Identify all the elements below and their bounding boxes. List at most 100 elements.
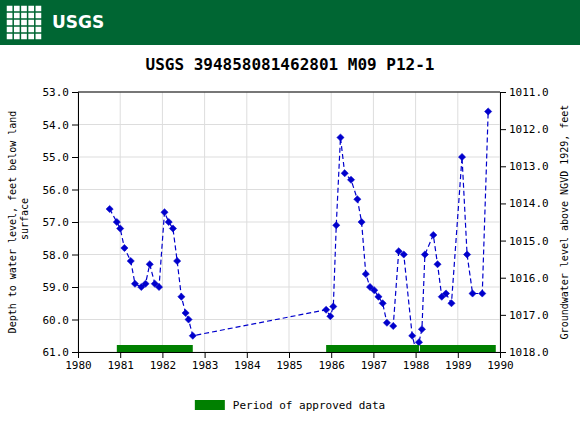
marker [106, 205, 113, 212]
marker [485, 108, 492, 115]
marker [358, 218, 365, 225]
logo-stripe [41, 5, 43, 40]
tick-label: 1990 [487, 359, 514, 372]
marker [185, 316, 192, 323]
logo-stripe [6, 25, 42, 27]
tick: 1014.0 [500, 197, 549, 210]
y2-axis-title: Groundwater level above NGVD 1929, feet [559, 105, 570, 340]
tick-label: 56.0 [43, 184, 70, 197]
tick: 60.0 [43, 314, 79, 327]
marker [390, 322, 397, 329]
tick-mark [289, 352, 290, 358]
tick: 1985 [276, 352, 303, 372]
tick-label: 61.0 [43, 346, 70, 359]
tick: 1011.0 [500, 86, 549, 99]
tick: 1989 [445, 352, 472, 372]
tick: 1980 [65, 352, 92, 372]
tick-mark [500, 92, 506, 93]
tick-label: 55.0 [43, 151, 70, 164]
marker [337, 134, 344, 141]
tick-mark [500, 315, 506, 316]
axis-line [79, 353, 501, 359]
grid-line [78, 222, 500, 223]
tick-mark [500, 203, 506, 204]
series-line [110, 112, 489, 353]
marker [169, 225, 176, 232]
tick-mark [72, 255, 78, 256]
tick-label: 1013.0 [509, 160, 549, 173]
tick: 1982 [150, 352, 177, 372]
marker [323, 306, 330, 313]
tick-mark [500, 129, 506, 130]
tick-mark [458, 352, 459, 358]
marker [469, 290, 476, 297]
marker [142, 280, 149, 287]
tick-label: 1015.0 [509, 235, 549, 248]
tick-label: 1014.0 [509, 197, 549, 210]
grid-line [78, 319, 500, 320]
marker [330, 303, 337, 310]
marker [347, 176, 354, 183]
tick-label: 60.0 [43, 314, 70, 327]
logo-stripe [6, 11, 42, 13]
logo-stripe [34, 5, 36, 40]
tick-label: 1987 [361, 359, 388, 372]
y-axis: 53.054.055.056.057.058.059.060.061.0 [43, 86, 79, 359]
tick: 56.0 [43, 184, 79, 197]
tick: 1015.0 [500, 235, 549, 248]
tick-label: 1983 [192, 359, 219, 372]
marker [371, 287, 378, 294]
tick: 57.0 [43, 216, 79, 229]
tick-label: 1011.0 [509, 86, 549, 99]
marker [121, 244, 128, 251]
header: USGS [0, 0, 580, 45]
marker [146, 261, 153, 268]
tick-label: 1988 [403, 359, 430, 372]
marker [131, 280, 138, 287]
marker [333, 222, 340, 229]
period-bar [420, 345, 496, 352]
tick-mark [72, 125, 78, 126]
marker [400, 251, 407, 258]
tick-mark [500, 352, 506, 353]
marker [113, 218, 120, 225]
tick-mark [72, 352, 78, 353]
plot-area [106, 108, 496, 352]
marker [409, 332, 416, 339]
tick-mark [500, 241, 506, 242]
tick-label: 1986 [318, 359, 345, 372]
tick: 1984 [234, 352, 261, 372]
marker [479, 290, 486, 297]
marker [415, 339, 422, 346]
tick-mark [331, 352, 332, 358]
tick-mark [500, 166, 506, 167]
marker [155, 283, 162, 290]
marker [379, 300, 386, 307]
tick-mark [72, 92, 78, 93]
tick-label: 1989 [445, 359, 472, 372]
legend-swatch [195, 400, 225, 410]
tick: 1986 [318, 352, 345, 372]
tick-label: 1016.0 [509, 272, 549, 285]
tick: 1983 [192, 352, 219, 372]
tick: 1016.0 [500, 272, 549, 285]
logo [6, 5, 42, 40]
marker [178, 293, 185, 300]
tick-label: 1984 [234, 359, 261, 372]
tick: 1018.0 [500, 346, 549, 359]
tick-label: 1980 [65, 359, 92, 372]
tick-mark [72, 320, 78, 321]
tick: 1017.0 [500, 309, 549, 322]
tick-label: 1018.0 [509, 346, 549, 359]
logo-stripe [6, 4, 42, 6]
tick-label: 58.0 [43, 249, 70, 262]
logo-stripe [6, 32, 42, 34]
marker [189, 332, 196, 339]
marker [127, 257, 134, 264]
y-axis-title: Depth to water level, feet below land su… [7, 111, 30, 334]
marker [174, 257, 181, 264]
grid [78, 92, 500, 352]
tick-label: 54.0 [43, 119, 70, 132]
marker [448, 300, 455, 307]
marker [458, 153, 465, 160]
